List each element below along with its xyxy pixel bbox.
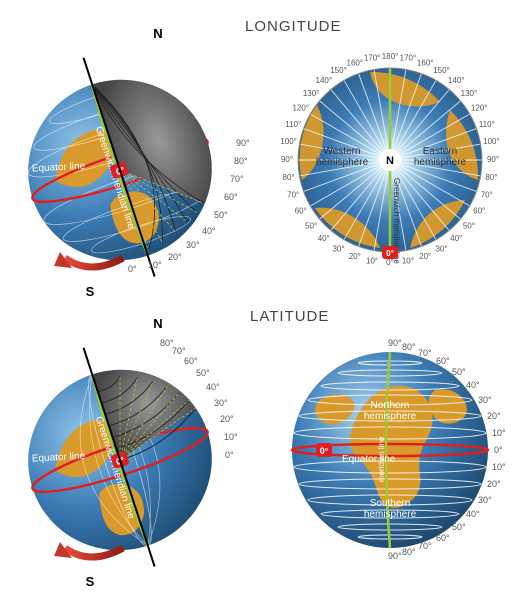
svg-text:130°: 130° [461, 89, 478, 98]
globe-latitude-cutaway: Equator line Greenwich meridian line 0° … [10, 310, 260, 590]
zero-badge-d: 0° [320, 446, 329, 456]
globe-longitude-polar: N Western hemisphere Eastern hemisphere … [265, 30, 515, 290]
eastern-label: Eastern [423, 146, 457, 157]
svg-text:10°: 10° [492, 428, 506, 438]
svg-text:50°: 50° [196, 368, 210, 378]
svg-text:60°: 60° [224, 192, 238, 202]
svg-text:80°: 80° [402, 547, 416, 557]
svg-text:30°: 30° [214, 398, 228, 408]
svg-text:90°: 90° [281, 155, 293, 164]
svg-text:50°: 50° [452, 367, 466, 377]
svg-text:30°: 30° [186, 240, 200, 250]
north-pole-c: N [153, 316, 162, 331]
svg-text:0°: 0° [386, 258, 394, 267]
svg-text:60°: 60° [295, 207, 307, 216]
northern-label: Northern [371, 400, 410, 411]
southern-label: Southern [370, 498, 411, 509]
svg-text:90°: 90° [487, 155, 499, 164]
svg-text:90°: 90° [388, 551, 402, 561]
svg-text:40°: 40° [466, 380, 480, 390]
svg-text:70°: 70° [418, 348, 432, 358]
svg-text:hemisphere: hemisphere [414, 157, 467, 168]
svg-text:50°: 50° [305, 221, 317, 230]
svg-text:30°: 30° [435, 244, 447, 253]
svg-text:20°: 20° [168, 252, 182, 262]
svg-text:80°: 80° [402, 342, 416, 352]
svg-text:90°: 90° [388, 338, 402, 348]
svg-text:140°: 140° [448, 76, 465, 85]
globe-longitude-cutaway: Equator line Greenwich meridian line 0° … [10, 20, 260, 300]
svg-text:70°: 70° [287, 190, 299, 199]
north-pole-a: N [153, 26, 162, 41]
svg-text:160°: 160° [347, 58, 364, 67]
svg-text:180°: 180° [382, 52, 399, 61]
equator-label-d: Equator line [342, 454, 396, 465]
panel-longitude-cutaway: Equator line Greenwich meridian line 0° … [10, 20, 260, 300]
svg-text:170°: 170° [364, 54, 381, 63]
svg-text:0°: 0° [494, 445, 503, 455]
svg-text:40°: 40° [202, 226, 216, 236]
svg-text:20°: 20° [220, 414, 234, 424]
north-pole-b: N [386, 155, 394, 167]
globe-latitude-front: Northern hemisphere Southern hemisphere … [270, 320, 510, 580]
svg-text:150°: 150° [433, 66, 450, 75]
svg-text:10°: 10° [402, 257, 414, 266]
svg-text:10°: 10° [148, 260, 162, 270]
svg-text:140°: 140° [316, 76, 333, 85]
greenwich-label-d: meridian line [377, 436, 386, 482]
svg-text:80°: 80° [160, 338, 174, 348]
svg-text:70°: 70° [172, 346, 186, 356]
svg-text:50°: 50° [463, 221, 475, 230]
svg-text:10°: 10° [492, 462, 506, 472]
south-pole-c: S [86, 574, 95, 589]
svg-text:120°: 120° [293, 104, 310, 113]
svg-text:70°: 70° [230, 174, 244, 184]
svg-text:80°: 80° [485, 173, 497, 182]
svg-text:hemisphere: hemisphere [364, 411, 417, 422]
svg-text:60°: 60° [436, 533, 450, 543]
svg-text:70°: 70° [418, 541, 432, 551]
svg-text:10°: 10° [224, 432, 238, 442]
svg-text:110°: 110° [285, 120, 301, 129]
svg-text:100°: 100° [280, 137, 297, 146]
svg-text:60°: 60° [436, 356, 450, 366]
south-pole-a: S [86, 284, 95, 299]
svg-text:20°: 20° [419, 252, 431, 261]
svg-text:120°: 120° [471, 104, 488, 113]
svg-text:10°: 10° [366, 257, 378, 266]
panel-latitude-front: Northern hemisphere Southern hemisphere … [270, 320, 510, 580]
svg-text:80°: 80° [283, 173, 295, 182]
svg-text:hemisphere: hemisphere [364, 509, 417, 520]
zero-badge-b: 0° [386, 249, 394, 258]
svg-text:160°: 160° [417, 58, 434, 67]
svg-text:30°: 30° [478, 495, 492, 505]
svg-text:90°: 90° [236, 138, 250, 148]
svg-text:50°: 50° [214, 210, 228, 220]
svg-text:170°: 170° [400, 54, 417, 63]
svg-text:100°: 100° [483, 137, 500, 146]
svg-text:40°: 40° [466, 509, 480, 519]
svg-text:60°: 60° [184, 356, 198, 366]
svg-text:20°: 20° [487, 479, 501, 489]
svg-text:30°: 30° [478, 395, 492, 405]
svg-text:20°: 20° [487, 411, 501, 421]
panel-longitude-polar: N Western hemisphere Eastern hemisphere … [265, 30, 515, 290]
svg-text:20°: 20° [349, 252, 361, 261]
western-label: Western [323, 146, 360, 157]
panel-latitude-cutaway: Equator line Greenwich meridian line 0° … [10, 310, 260, 590]
svg-text:0°: 0° [128, 264, 137, 274]
svg-text:150°: 150° [330, 66, 347, 75]
svg-text:hemisphere: hemisphere [316, 157, 369, 168]
svg-text:70°: 70° [481, 190, 493, 199]
svg-text:130°: 130° [303, 89, 320, 98]
svg-text:50°: 50° [452, 522, 466, 532]
svg-text:80°: 80° [234, 156, 248, 166]
svg-text:60°: 60° [473, 207, 485, 216]
svg-text:110°: 110° [479, 120, 495, 129]
svg-text:40°: 40° [206, 382, 220, 392]
svg-text:0°: 0° [225, 450, 234, 460]
svg-text:40°: 40° [318, 234, 330, 243]
svg-text:40°: 40° [450, 234, 462, 243]
svg-text:30°: 30° [332, 244, 344, 253]
